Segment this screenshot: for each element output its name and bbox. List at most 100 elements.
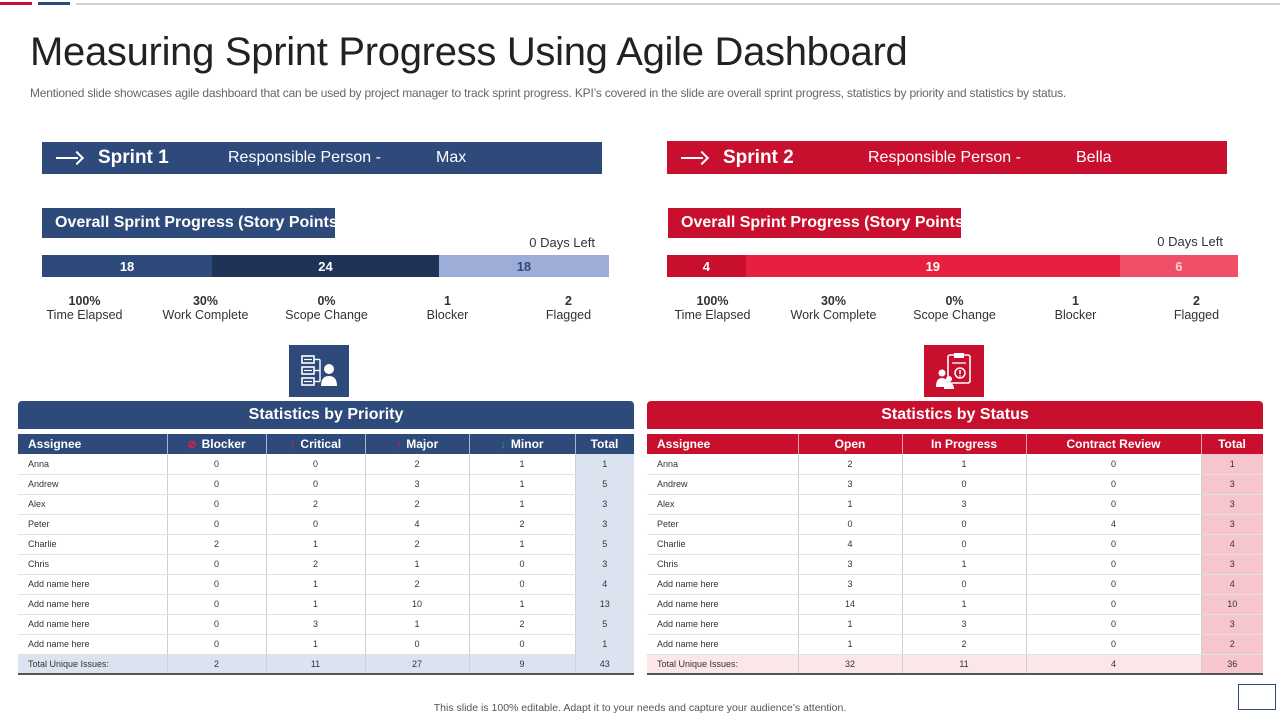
column-header-label: Blocker [201, 437, 246, 451]
kpi-value: 1 [1072, 294, 1079, 308]
org-chart-person-icon [289, 345, 349, 397]
column-header: Total [1201, 434, 1264, 454]
column-header: Open [798, 434, 903, 454]
value-cell: 0 [469, 554, 576, 575]
sprint2-header: Sprint 2 Responsible Person - Bella [667, 141, 1227, 174]
assignee-cell: Add name here [18, 574, 168, 595]
assignee-cell: Anna [18, 454, 168, 475]
table-row: Peter 0 0 4 3 [647, 514, 1263, 535]
priority-heading: Statistics by Priority [18, 401, 634, 429]
sprint1-responsible-name: Max [436, 149, 467, 166]
kpi-value: 2 [565, 294, 572, 308]
value-cell: 2 [266, 554, 366, 575]
total-label: Total Unique Issues: [18, 654, 168, 675]
kpi-item: 0% Scope Change [266, 294, 387, 322]
value-cell: 0 [167, 514, 267, 535]
table-row: Add name here 1 2 0 2 [647, 634, 1263, 655]
table-row: Add name here 0 1 0 0 1 [18, 634, 634, 655]
column-header: ↓ Minor [469, 434, 576, 454]
total-value: 32 [798, 654, 903, 675]
footer-note: This slide is 100% editable. Adapt it to… [433, 702, 847, 714]
sprint2-days-left: 0 Days Left [1157, 234, 1223, 249]
value-cell: 1 [902, 554, 1027, 575]
value-cell: 5 [575, 614, 634, 635]
total-value: 4 [1026, 654, 1202, 675]
value-cell: 0 [167, 594, 267, 615]
value-cell: 2 [469, 614, 576, 635]
value-cell: 3 [575, 494, 634, 515]
value-cell: 1 [902, 454, 1027, 475]
column-header-label: Minor [510, 437, 544, 451]
sprint1-name: Sprint 1 [98, 147, 169, 168]
kpi-value: 30% [820, 294, 847, 308]
kpi-value: 100% [68, 294, 101, 308]
progress-segment: 18 [438, 255, 609, 277]
value-cell: 0 [1026, 474, 1202, 495]
value-cell: 1 [365, 554, 470, 575]
arrow-right-icon [56, 150, 84, 166]
value-cell: 1 [266, 534, 366, 555]
value-cell: 0 [167, 454, 267, 475]
value-cell: 3 [798, 474, 903, 495]
table-row: Chris 3 1 0 3 [647, 554, 1263, 575]
value-cell: 2 [798, 454, 903, 475]
top-rule [76, 3, 1280, 5]
value-cell: 0 [1026, 634, 1202, 655]
progress-segment: 6 [1119, 255, 1238, 277]
assignee-cell: Alex [647, 494, 799, 515]
kpi-item: 1 Blocker [387, 294, 508, 322]
table-row: Alex 1 3 0 3 [647, 494, 1263, 515]
blocker-icon: ⊘ [187, 439, 197, 451]
value-cell: 3 [902, 614, 1027, 635]
kpi-label: Scope Change [285, 308, 368, 322]
value-cell: 0 [1026, 534, 1202, 555]
column-header-label: Assignee [28, 437, 82, 451]
kpi-label: Flagged [1173, 308, 1220, 322]
assignee-cell: Chris [18, 554, 168, 575]
column-header: Assignee [18, 434, 168, 454]
value-cell: 4 [575, 574, 634, 595]
sprint1-days-left: 0 Days Left [529, 235, 595, 250]
sprint1-responsible-label: Responsible Person - [228, 149, 381, 166]
value-cell: 1 [798, 634, 903, 655]
value-cell: 4 [1201, 534, 1263, 555]
value-cell: 1 [469, 454, 576, 475]
column-header-label: Critical [300, 437, 342, 451]
sprint2-name: Sprint 2 [723, 146, 794, 168]
value-cell: 2 [365, 454, 470, 475]
kpi-label: Flagged [545, 308, 592, 322]
value-cell: 3 [1201, 494, 1263, 515]
value-cell: 1 [469, 494, 576, 515]
value-cell: 0 [469, 574, 576, 595]
assignee-cell: Alex [18, 494, 168, 515]
value-cell: 1 [902, 594, 1027, 615]
value-cell: 2 [365, 534, 470, 555]
column-header: Assignee [647, 434, 799, 454]
value-cell: 5 [575, 474, 634, 495]
value-cell: 0 [167, 554, 267, 575]
assignee-cell: Chris [647, 554, 799, 575]
status-table: Assignee Open In Progress Contract Review To… [647, 434, 1264, 675]
value-cell: 2 [365, 574, 470, 595]
value-cell: 0 [902, 534, 1027, 555]
table-row: Anna 0 0 2 1 1 [18, 454, 634, 475]
kpi-label: Time Elapsed [46, 308, 123, 322]
kpi-item: 100% Time Elapsed [652, 294, 773, 322]
kpi-value: 0% [945, 294, 964, 308]
value-cell: 4 [1201, 574, 1263, 595]
priority-table: Assignee ⊘ Blocker ↑ Critical ↑ Major ↓ Minor Tot… [18, 434, 635, 675]
value-cell: 2 [469, 514, 576, 535]
progress-segment: 4 [667, 255, 746, 277]
value-cell: 1 [266, 574, 366, 595]
assignee-cell: Add name here [647, 614, 799, 635]
assignee-cell: Andrew [18, 474, 168, 495]
total-row: Total Unique Issues: 2 11 27 9 43 [18, 654, 634, 675]
column-header: ↑ Major [365, 434, 470, 454]
top-accent-blue [38, 2, 70, 5]
sprint2-progress-title: Overall Sprint Progress (Story Points) [668, 208, 969, 238]
page-title: Measuring Sprint Progress Using Agile Da… [30, 30, 908, 74]
value-cell: 0 [1026, 614, 1202, 635]
value-cell: 0 [1026, 574, 1202, 595]
table-row: Chris 0 2 1 0 3 [18, 554, 634, 575]
column-header-label: Total [590, 437, 619, 451]
